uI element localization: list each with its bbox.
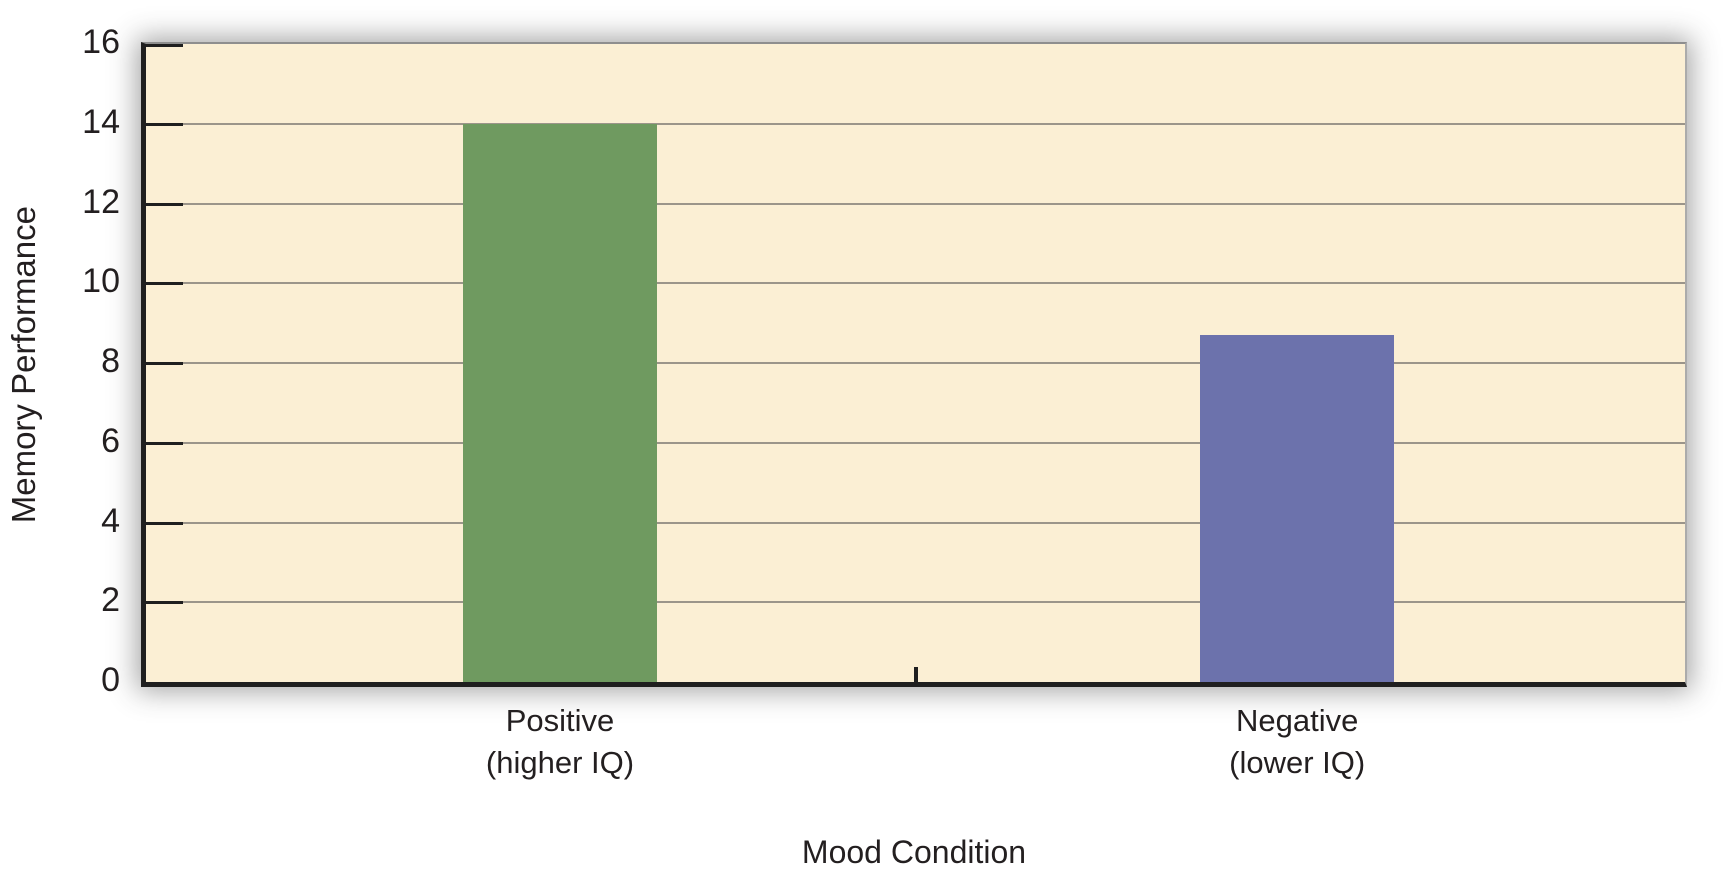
gridline — [146, 362, 1685, 364]
gridline — [146, 441, 1685, 444]
gridline — [146, 202, 1685, 205]
y-axis-tick-label: 0 — [101, 661, 120, 699]
x-category-label: Positive (higher IQ) — [486, 700, 634, 784]
y-axis-tick-label: 16 — [82, 23, 120, 61]
bar-negative — [1200, 335, 1395, 682]
x-category-labels: Positive (higher IQ) Negative (lower IQ) — [146, 700, 1685, 800]
y-axis-tick-label: 12 — [82, 182, 120, 221]
y-axis-tick-label: 8 — [101, 342, 120, 380]
plot-area — [141, 42, 1687, 687]
y-axis-tick-label: 2 — [101, 581, 120, 620]
y-axis-tick-labels: 0 2 4 6 8 10 12 14 16 — [0, 25, 128, 697]
x-axis-center-tick — [913, 667, 918, 682]
y-axis-tick — [146, 122, 183, 126]
category-label-line1: Positive — [505, 703, 615, 738]
y-axis-tick-label: 14 — [82, 102, 120, 141]
y-axis-tick — [146, 362, 183, 365]
y-axis-tick — [146, 441, 183, 445]
gridline — [146, 521, 1685, 524]
y-axis-tick — [146, 202, 183, 206]
x-axis-title: Mood Condition — [801, 834, 1027, 870]
gridline — [146, 282, 1685, 285]
y-axis-tick — [146, 521, 183, 525]
y-axis-tick-label: 10 — [82, 262, 120, 301]
category-label-line1: Negative — [1235, 703, 1359, 738]
category-label-line2: (lower IQ) — [1229, 745, 1366, 780]
y-axis-tick-label: 6 — [101, 421, 120, 460]
x-category-label: Negative (lower IQ) — [1229, 700, 1365, 784]
y-axis-tick-label: 4 — [101, 501, 120, 540]
y-axis-tick — [146, 44, 183, 47]
y-axis-tick — [146, 601, 183, 605]
bar-positive — [462, 123, 657, 682]
y-axis-tick — [146, 282, 183, 286]
category-label-line2: (higher IQ) — [485, 745, 635, 780]
gridline — [146, 122, 1685, 125]
gridline — [146, 601, 1685, 604]
